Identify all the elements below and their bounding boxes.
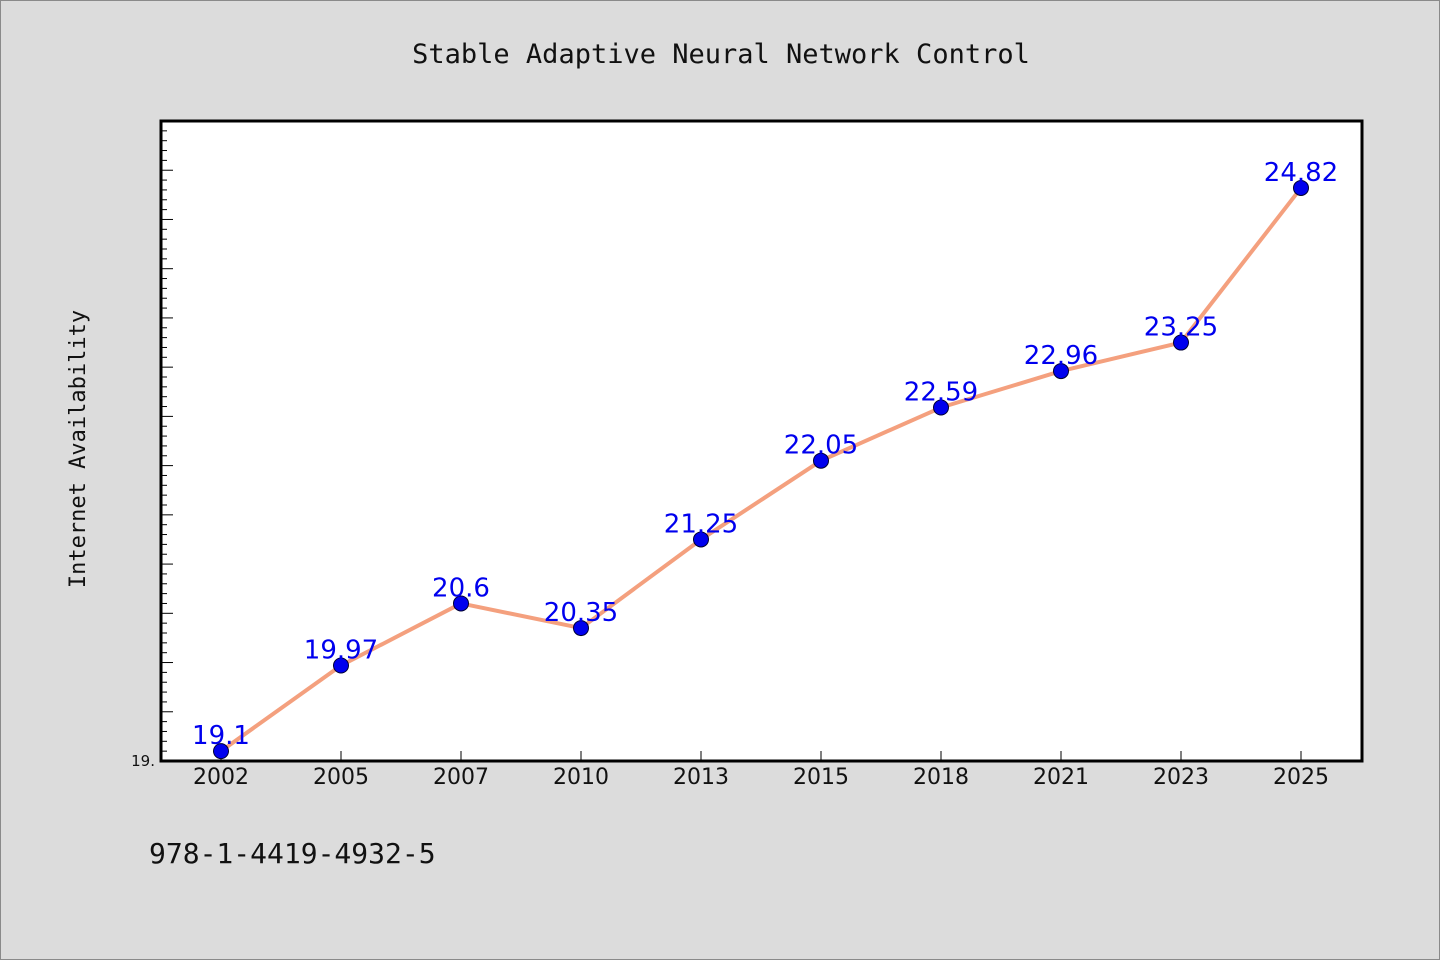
x-tick-label: 2018 [913, 765, 969, 790]
plot-frame [159, 119, 1364, 763]
x-axis-ticks: 2002 2005 2007 2010 2013 2015 2018 2021 2023 2025 [193, 751, 1329, 790]
data-point [453, 595, 469, 612]
x-tick-label: 2023 [1153, 765, 1209, 790]
series-line [219, 185, 1303, 754]
data-label: 19.97 [304, 635, 378, 665]
data-label: 24.82 [1264, 158, 1338, 188]
x-tick-label: 2007 [433, 765, 489, 790]
data-point [933, 399, 949, 416]
x-tick-label: 2005 [313, 765, 369, 790]
x-tick-label: 2013 [673, 765, 729, 790]
data-point [1293, 179, 1309, 196]
x-tick-label: 2025 [1273, 765, 1329, 790]
data-markers [213, 179, 1309, 760]
data-label: 22.59 [904, 378, 978, 408]
data-series [219, 185, 1303, 754]
data-point [333, 657, 349, 674]
data-label: 22.05 [784, 431, 858, 461]
data-point [1173, 334, 1189, 351]
data-point [813, 452, 829, 469]
data-label: 21.25 [664, 509, 738, 539]
data-point [693, 531, 709, 548]
chart-title: Stable Adaptive Neural Network Control [412, 39, 1030, 70]
x-tick-label: 2015 [793, 765, 849, 790]
data-point [573, 620, 589, 637]
data-label: 22.96 [1024, 341, 1098, 371]
data-label: 20.35 [544, 598, 618, 628]
data-point [1053, 363, 1069, 380]
x-tick-label: 2010 [553, 765, 609, 790]
y-axis-label: Internet Availability [66, 310, 91, 588]
footer-isbn: 978-1-4419-4932-5 [149, 837, 436, 870]
data-label: 19.1 [192, 721, 250, 751]
y-tick-label: 19. [131, 752, 155, 770]
data-point [213, 743, 229, 760]
data-labels: 19.1 19.97 20.6 20.35 21.25 22.05 22.59 22.96 23… [192, 158, 1338, 751]
x-tick-label: 2002 [193, 765, 249, 790]
data-label: 23.25 [1144, 313, 1218, 343]
x-tick-label: 2021 [1033, 765, 1089, 790]
data-label: 20.6 [432, 573, 490, 603]
